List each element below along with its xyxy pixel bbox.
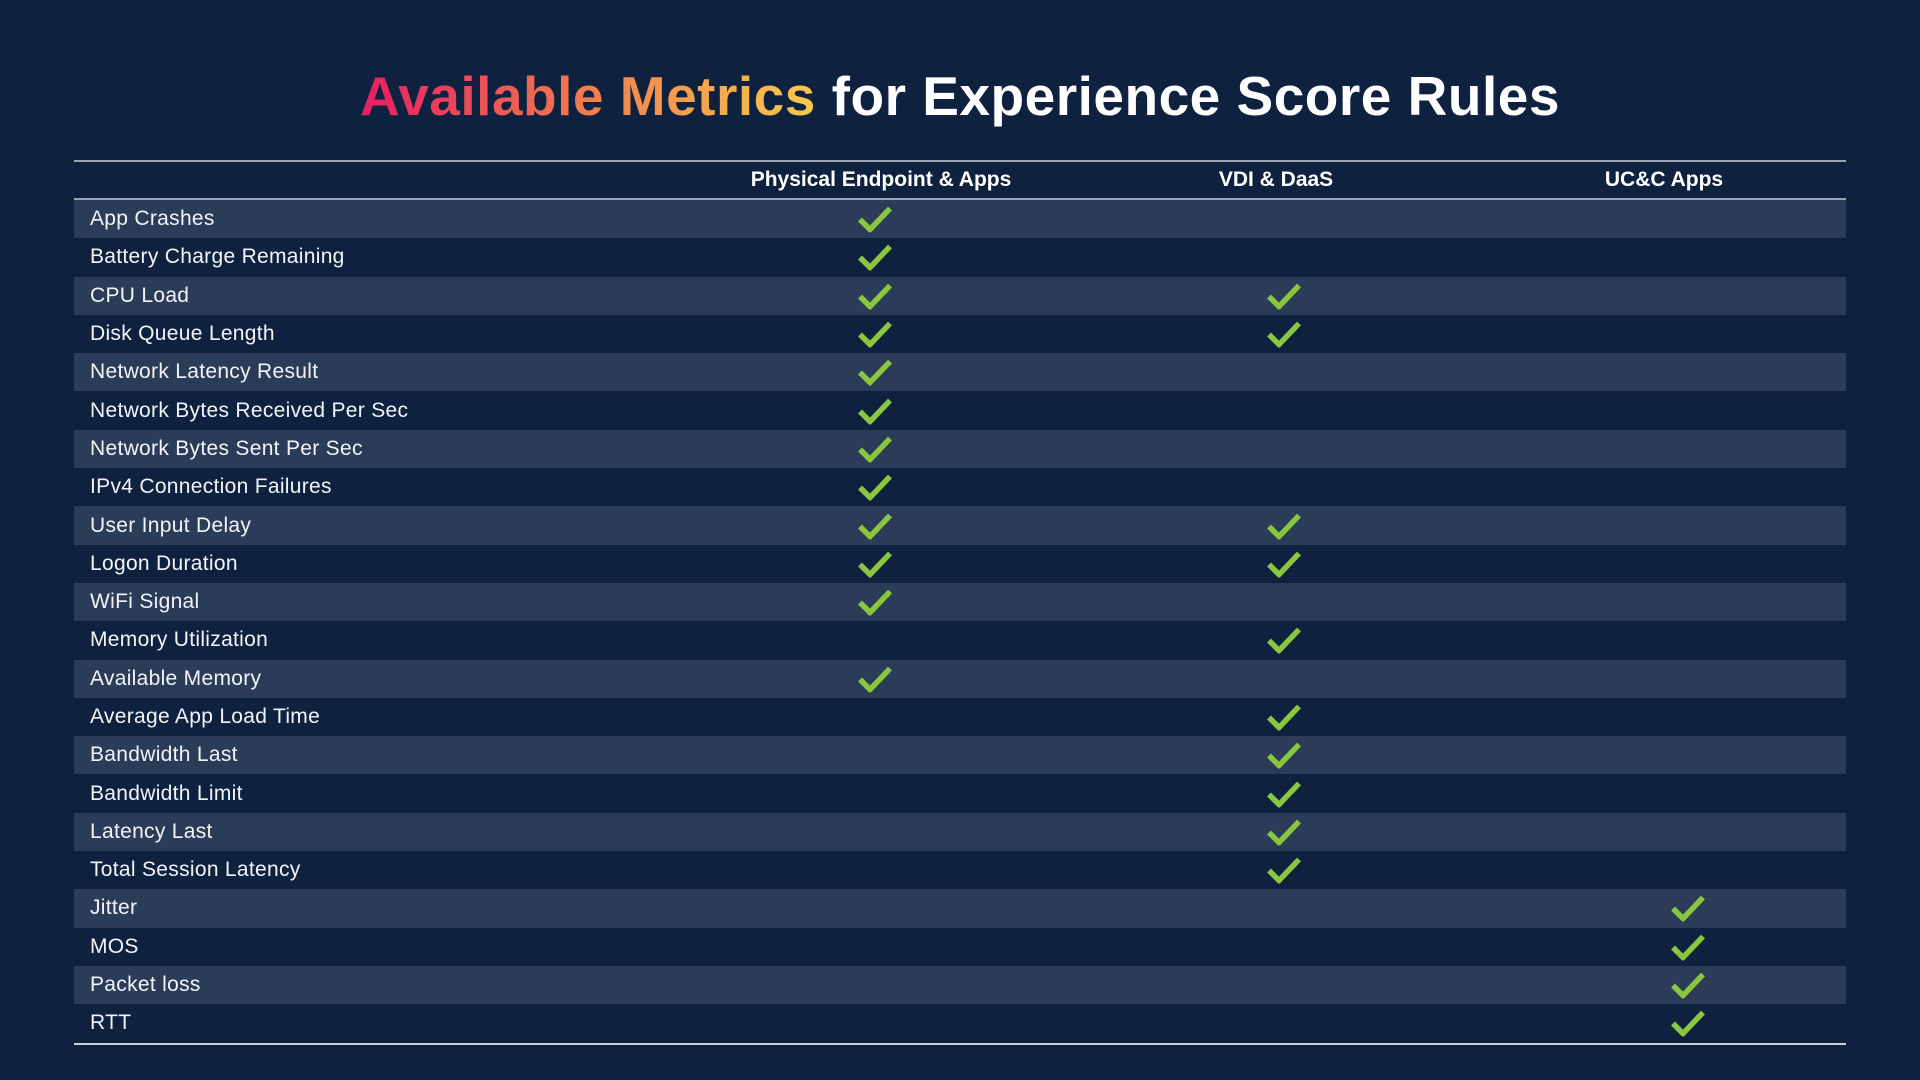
checkmark-icon	[1266, 282, 1302, 311]
metric-label: Average App Load Time	[90, 705, 321, 728]
metric-label: Packet loss	[90, 973, 201, 997]
checkmark-icon	[857, 244, 893, 272]
column-header-physical-endpoint-apps: Physical Endpoint & Apps	[750, 168, 1012, 191]
table-row-rtt: RTT	[74, 1004, 1846, 1042]
checkmark-icon	[1266, 857, 1302, 885]
title-highlight: Available Metrics	[360, 65, 816, 127]
metrics-table: Physical Endpoint & Apps VDI & DaaS UC&C…	[74, 160, 1846, 1045]
metric-label: WiFi Signal	[90, 590, 200, 614]
metric-label: RTT	[90, 1011, 132, 1035]
table-row-bandwidth-limit: Bandwidth Limit	[74, 774, 1846, 812]
page-title: Available Metrics for Experience Score R…	[0, 64, 1920, 128]
table-row-wifi-signal: WiFi Signal	[74, 582, 1846, 622]
table-row-cpu-load: CPU Load	[74, 276, 1846, 315]
table-row-total-session-latency: Total Session Latency	[74, 851, 1846, 889]
metric-label: Network Bytes Sent Per Sec	[90, 436, 363, 460]
column-header-vdi-daas: VDI & DaaS	[1218, 168, 1334, 191]
metric-label: MOS	[90, 934, 139, 958]
checkmark-icon	[1266, 742, 1302, 770]
column-header-ucc-apps: UC&C Apps	[1604, 168, 1724, 191]
checkmark-icon	[1266, 321, 1302, 349]
table-row-memory-utilization: Memory Utilization	[74, 621, 1846, 659]
metric-label: User Input Delay	[90, 513, 252, 537]
checkmark-icon	[857, 474, 893, 502]
table-row-ipv4-connection-failures: IPv4 Connection Failures	[74, 468, 1846, 506]
table-row-battery-charge-remaining: Battery Charge Remaining	[74, 238, 1846, 276]
checkmark-icon	[857, 206, 893, 234]
metric-label: Network Bytes Received Per Sec	[90, 398, 409, 422]
table-row-available-memory: Available Memory	[74, 659, 1846, 698]
checkmark-icon	[857, 321, 893, 349]
checkmark-icon	[857, 282, 893, 311]
metric-label: IPv4 Connection Failures	[90, 475, 332, 499]
metric-label: Jitter	[90, 896, 138, 920]
table-bottom-rule	[74, 1042, 1846, 1045]
checkmark-icon	[1266, 818, 1302, 847]
checkmark-icon	[1670, 895, 1706, 923]
table-row-average-app-load-time: Average App Load Time	[74, 698, 1846, 736]
table-header-rule	[74, 198, 1846, 200]
table-row-jitter: Jitter	[74, 889, 1846, 928]
checkmark-icon	[1670, 972, 1706, 1000]
metric-label: CPU Load	[90, 283, 190, 307]
table-header-row: Physical Endpoint & Apps VDI & DaaS UC&C…	[74, 162, 1846, 198]
metric-label: Available Memory	[90, 666, 262, 690]
table-top-rule	[74, 160, 1846, 162]
table-row-app-crashes: App Crashes	[74, 200, 1846, 239]
checkmark-icon	[1266, 512, 1302, 540]
checkmark-icon	[857, 512, 893, 540]
checkmark-icon	[857, 397, 893, 426]
metric-label: Network Latency Result	[90, 360, 319, 384]
checkmark-icon	[857, 665, 893, 694]
metric-label: App Crashes	[90, 207, 215, 231]
checkmark-icon	[1670, 1010, 1706, 1038]
metric-label: Memory Utilization	[90, 628, 269, 652]
table-row-packet-loss: Packet loss	[74, 965, 1846, 1005]
table-row-user-input-delay: User Input Delay	[74, 506, 1846, 545]
table-row-logon-duration: Logon Duration	[74, 545, 1846, 583]
checkmark-icon	[857, 435, 893, 464]
table-row-bandwidth-last: Bandwidth Last	[74, 736, 1846, 775]
checkmark-icon	[1266, 550, 1302, 579]
metric-label: Bandwidth Last	[90, 743, 238, 767]
checkmark-icon	[1266, 627, 1302, 655]
table-row-network-latency-result: Network Latency Result	[74, 353, 1846, 392]
title-rest: for Experience Score Rules	[815, 65, 1560, 127]
checkmark-icon	[857, 359, 893, 387]
table-row-disk-queue-length: Disk Queue Length	[74, 315, 1846, 353]
metrics-table-body: App Crashes Battery Charge Remaining CPU L…	[74, 200, 1846, 1043]
table-row-mos: MOS	[74, 928, 1846, 966]
metric-label: Latency Last	[90, 819, 213, 843]
metric-label: Total Session Latency	[90, 858, 301, 882]
metric-label: Logon Duration	[90, 551, 238, 575]
checkmark-icon	[1266, 780, 1302, 809]
table-row-network-bytes-sent-per-sec: Network Bytes Sent Per Sec	[74, 429, 1846, 469]
metric-label: Battery Charge Remaining	[90, 245, 345, 269]
table-row-network-bytes-received-per-sec: Network Bytes Received Per Sec	[74, 391, 1846, 429]
checkmark-icon	[857, 589, 893, 617]
checkmark-icon	[1266, 704, 1302, 732]
checkmark-icon	[1670, 933, 1706, 962]
metric-label: Bandwidth Limit	[90, 781, 243, 805]
checkmark-icon	[857, 550, 893, 579]
metric-label: Disk Queue Length	[90, 322, 275, 346]
table-row-latency-last: Latency Last	[74, 812, 1846, 852]
